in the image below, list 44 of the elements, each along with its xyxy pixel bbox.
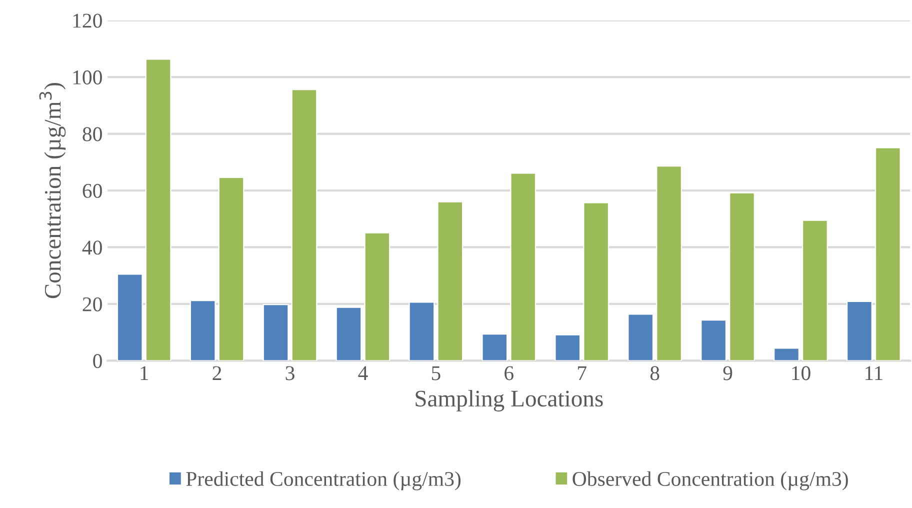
x-tick-label: 2 xyxy=(212,366,222,380)
y-tick-label: 60 xyxy=(82,184,102,198)
x-tick-label: 6 xyxy=(504,366,514,380)
y-tick-label: 20 xyxy=(82,297,102,312)
bar xyxy=(218,176,244,361)
y-tick-label: 100 xyxy=(73,70,102,84)
x-tick-label: 7 xyxy=(578,366,586,380)
bar xyxy=(700,320,727,361)
bar xyxy=(554,334,581,361)
bar xyxy=(408,302,435,361)
bar xyxy=(437,201,464,361)
x-tick-label: 4 xyxy=(358,366,368,380)
bar xyxy=(802,220,828,361)
bar xyxy=(510,172,536,361)
y-tick-label: 120 xyxy=(73,14,102,28)
bar xyxy=(291,88,318,361)
bar xyxy=(846,300,872,361)
bar xyxy=(262,304,289,361)
bar xyxy=(145,58,172,361)
x-tick-label: 9 xyxy=(723,366,732,380)
legend-label: Observed Concentration (µg/m3) xyxy=(572,471,848,490)
x-tick-label: 5 xyxy=(432,366,440,380)
x-tick-label: 1 xyxy=(140,366,148,380)
bar xyxy=(482,333,508,361)
bar xyxy=(656,166,682,361)
legend-label: Predicted Concentration (µg/m3) xyxy=(186,471,461,490)
x-axis-title: Sampling Locations xyxy=(416,390,603,412)
y-tick-label: 80 xyxy=(82,127,102,142)
x-tick-label: 8 xyxy=(650,366,660,380)
x-tick-label: 10 xyxy=(792,366,810,380)
bar xyxy=(336,306,362,361)
y-axis-title: Concentration (µg/m$^{3}$) xyxy=(39,83,66,298)
bar xyxy=(628,314,654,361)
y-tick-label: 0 xyxy=(93,354,102,368)
bar xyxy=(583,202,610,361)
x-tick-label: 3 xyxy=(286,366,294,380)
bar xyxy=(116,274,143,361)
bar xyxy=(190,300,216,361)
x-tick-label: 11 xyxy=(866,366,882,380)
y-tick-label: 40 xyxy=(82,240,102,255)
bar xyxy=(874,147,901,361)
bar xyxy=(774,348,800,361)
bar xyxy=(729,192,755,361)
bar xyxy=(364,232,390,361)
